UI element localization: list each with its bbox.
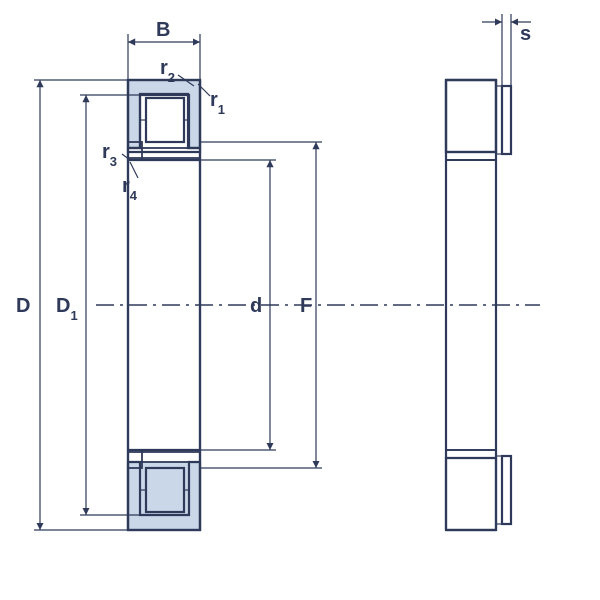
label-D1: D [56, 295, 70, 317]
label-B: B [156, 19, 170, 41]
label-D: D [16, 295, 30, 317]
label-d: d [250, 295, 262, 317]
label-s: s [520, 23, 531, 45]
label-F: F [300, 295, 312, 317]
bearing-diagram: D D1 d F B s r2 [0, 0, 600, 600]
